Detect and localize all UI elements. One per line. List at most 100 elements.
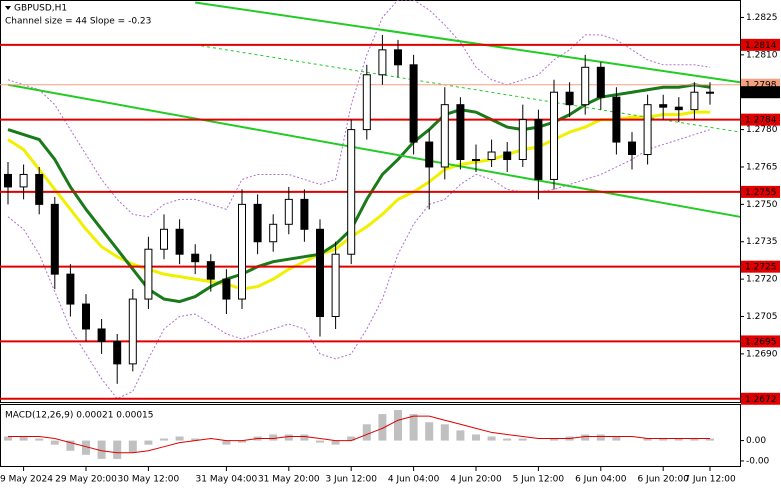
macd-bar [596, 434, 605, 441]
macd-bar [160, 438, 168, 441]
macd-bar [128, 440, 137, 453]
last-price-label: 1.2795 [745, 88, 777, 98]
x-tick-label: 31 May 20:00 [258, 475, 320, 485]
trend-line [195, 1, 741, 84]
x-tick-label: 7 Jun 12:00 [684, 475, 736, 485]
macd-bar [347, 436, 356, 441]
macd-bar [409, 414, 418, 441]
candle-body [409, 64, 418, 143]
candle-body [238, 203, 246, 300]
macd-bar [284, 434, 293, 441]
candle-body [50, 203, 59, 275]
y-tick-label: 1.2825 [746, 13, 778, 23]
y-tick-label: 1.2690 [746, 349, 778, 359]
candle-body [113, 340, 122, 365]
macd-bar [4, 436, 12, 441]
macd-bar [440, 424, 449, 441]
macd-bar [50, 440, 59, 445]
macd-tick-label: -0.00 [746, 456, 770, 466]
macd-bar [659, 438, 668, 441]
candle-body [206, 261, 215, 280]
macd-bar [472, 434, 480, 441]
candle-body [191, 253, 200, 263]
candle-body [550, 91, 558, 180]
macd-bar [581, 434, 590, 441]
x-tick-label: 4 Jun 20:00 [450, 475, 502, 485]
candle-body [628, 141, 636, 156]
macd-bar [238, 440, 246, 443]
candle-body [518, 119, 527, 161]
indicator-line [7, 0, 711, 218]
candle-body [425, 141, 434, 168]
chart-title: GBPUSD,H1 [14, 4, 67, 14]
macd-bar [316, 440, 324, 443]
candle-body [643, 104, 652, 156]
x-tick-label: 5 Jun 12:00 [513, 475, 565, 485]
candle-body [534, 119, 543, 180]
macd-bar [113, 440, 122, 459]
candle-body [362, 74, 371, 131]
y-tick-label: 1.2750 [746, 200, 778, 210]
macd-bar [550, 438, 558, 441]
macd-bar [425, 422, 434, 441]
y-tick-label: 1.2720 [746, 275, 778, 285]
macd-bar [300, 434, 309, 441]
trend-line [195, 44, 741, 133]
candle-body [659, 104, 668, 108]
level-box [741, 185, 780, 198]
level-label: 1.2814 [745, 41, 777, 51]
macd-bar [97, 440, 106, 459]
x-tick-label: 4 Jun 04:00 [388, 475, 440, 485]
macd-bar [706, 438, 714, 441]
level-box [741, 38, 780, 51]
x-tick-label: 3 Jun 12:00 [325, 475, 377, 485]
candle-body [97, 328, 106, 342]
macd-bar [487, 436, 496, 441]
candle-body [472, 159, 480, 162]
x-tick-label: 29 May 2024 [0, 475, 53, 485]
candle-body [284, 198, 293, 225]
candle-body [690, 91, 699, 111]
candle-body [19, 173, 28, 188]
candle-body [66, 273, 75, 305]
candle-body [674, 106, 683, 111]
macd-bar [690, 438, 699, 441]
x-tick-label: 31 May 04:00 [196, 475, 258, 485]
level-label: 1.2725 [745, 263, 777, 273]
level-box [741, 392, 780, 405]
plot [0, 0, 741, 459]
macd-bar [394, 410, 402, 441]
x-tick-label: 6 Jun 04:00 [575, 475, 627, 485]
macd-bar [35, 438, 44, 441]
candle-body [596, 66, 605, 98]
candle-body [144, 248, 153, 300]
level-label: 1.2784 [745, 116, 777, 126]
y-tick-label: 1.2765 [746, 162, 778, 172]
candle-body [253, 203, 262, 243]
macd-panel-frame [0, 404, 741, 467]
candle-body [222, 278, 231, 300]
candle-body [316, 228, 324, 318]
macd-bar [269, 434, 278, 441]
y-tick-label: 1.2705 [746, 312, 778, 322]
candle-body [440, 104, 449, 168]
macd-signal-line [8, 415, 710, 454]
y-tick-label: 1.2780 [746, 125, 778, 135]
candle-body [175, 228, 184, 255]
candle-body [503, 151, 512, 161]
candle-body [581, 66, 590, 106]
candle-body [160, 228, 168, 250]
chart-subtitle: Channel size = 44 Slope = -0.23 [5, 17, 151, 27]
symbol-arrow [5, 6, 11, 10]
macd-bar [378, 414, 387, 441]
macd-bar [19, 436, 28, 441]
main-panel-frame [0, 0, 741, 403]
candle-body [347, 129, 356, 255]
macd-tick-label: 0.00 [746, 436, 766, 446]
candle-body [300, 198, 309, 230]
last-price-box [741, 86, 780, 99]
macd-bar [191, 438, 200, 441]
